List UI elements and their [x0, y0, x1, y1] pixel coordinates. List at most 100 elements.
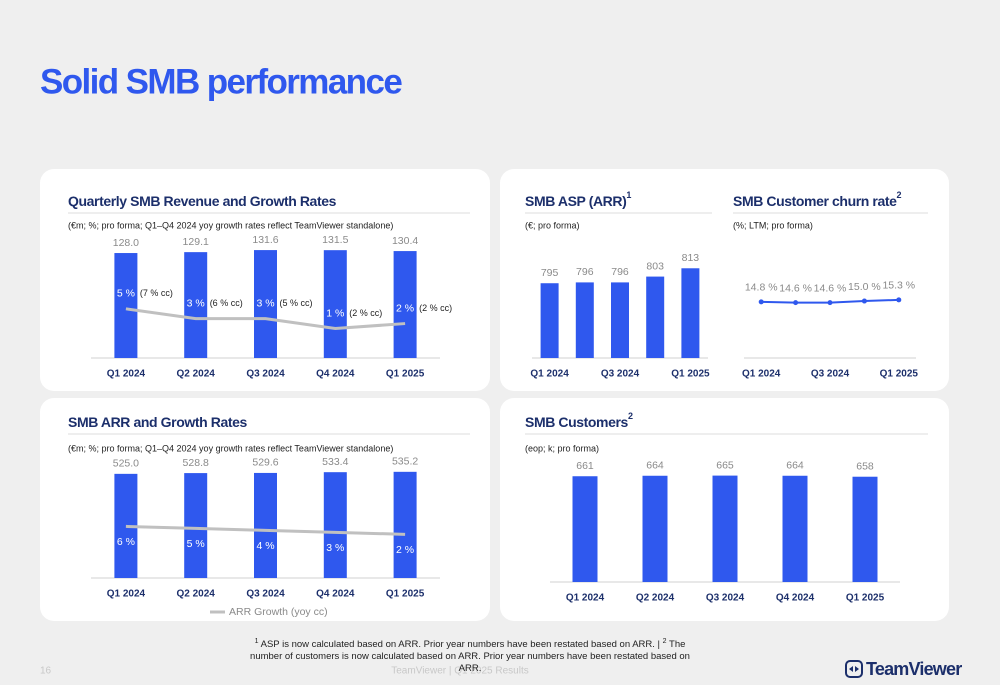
line	[125, 524, 406, 536]
x-tick-label: Q3 2024	[246, 369, 285, 380]
value-label: 525.0	[113, 458, 139, 470]
chart-title-text: SMB Customer churn rate	[733, 193, 897, 209]
value-label: 15.0 %	[848, 281, 881, 293]
value-label: 795	[541, 267, 559, 279]
chart-title: SMB Customer churn rate2	[733, 190, 902, 208]
x-tick-label: Q4 2024	[316, 369, 355, 380]
x-tick-label: Q1 2024	[566, 593, 605, 604]
chart-subtitle: (eop; k; pro forma)	[525, 443, 599, 453]
x-tick-label: Q3 2024	[706, 593, 745, 604]
footnote: ASP is now calculated based on ARR. Prio…	[260, 639, 661, 651]
value-label: 813	[682, 252, 700, 264]
x-tick-label: Q1 2025	[386, 589, 425, 600]
value-label: 661	[576, 460, 594, 472]
value-label: 535.2	[392, 456, 418, 468]
chart-title: SMB Customers2	[525, 411, 633, 429]
growth-label: 2 %	[396, 302, 414, 314]
growth-label: 6 %	[117, 536, 135, 548]
bar	[393, 251, 417, 358]
chart-title: SMB ASP (ARR)1	[525, 190, 631, 208]
value-label: 131.6	[252, 234, 278, 246]
growth-label: 3 %	[187, 297, 205, 309]
footnote: The number of customers is now calculate…	[250, 639, 690, 675]
x-tick-label: Q4 2024	[316, 589, 355, 600]
chart-subtitle: (€; pro forma)	[525, 220, 580, 230]
bar	[254, 250, 277, 358]
bar	[646, 276, 665, 358]
point	[896, 297, 902, 303]
title-note: 2	[628, 411, 633, 421]
bar	[852, 476, 878, 582]
x-tick-label: Q2 2024	[177, 369, 216, 380]
x-tick-label: Q4 2024	[776, 593, 815, 604]
bar	[184, 473, 208, 578]
logo-arrows	[849, 666, 859, 672]
chart-subtitle: (€m; %; pro forma; Q1–Q4 2024 yoy growth…	[68, 220, 393, 230]
growth-label: 5 %	[117, 288, 135, 300]
chart-title: SMB ARR and Growth Rates	[68, 414, 248, 430]
x-tick-label: Q3 2024	[601, 369, 640, 380]
x-tick-label: Q1 2024	[530, 369, 569, 380]
cc-annotation: (2 % cc)	[419, 303, 452, 313]
bar	[611, 282, 629, 358]
logo: TeamViewer	[845, 659, 963, 679]
footnotes: 1 ASP is now calculated based on ARR. Pr…	[250, 636, 690, 675]
x-tick-label: Q3 2024	[811, 369, 850, 380]
x-tick-label: Q1 2024	[107, 589, 146, 600]
bar	[184, 252, 208, 358]
value-label: 796	[611, 266, 629, 278]
bar	[712, 475, 738, 582]
bar	[681, 268, 700, 358]
footer: TeamViewer | Q1 2025 Results	[391, 666, 528, 677]
value-label: 128.0	[113, 237, 139, 249]
title-note: 1	[626, 190, 631, 200]
value-label: 664	[646, 460, 664, 472]
bar	[114, 253, 138, 358]
page-number: 16	[40, 666, 52, 677]
chart-title: Quarterly SMB Revenue and Growth Rates	[68, 193, 337, 209]
chart-subtitle: (%; LTM; pro forma)	[733, 220, 813, 230]
chart-title-text: SMB Customers	[525, 414, 629, 430]
point	[861, 298, 867, 304]
title-note: 2	[897, 190, 902, 200]
growth-label: 5 %	[187, 538, 205, 550]
x-tick-label: Q1 2025	[671, 369, 710, 380]
x-tick-label: Q1 2024	[742, 369, 781, 380]
chart-subtitle: (€m; %; pro forma; Q1–Q4 2024 yoy growth…	[68, 443, 393, 453]
footnote-mark: 2	[662, 638, 667, 645]
value-label: 14.6 %	[779, 282, 812, 294]
value-label: 529.6	[252, 457, 278, 469]
x-tick-label: Q2 2024	[636, 593, 675, 604]
chart-title-text: SMB ARR and Growth Rates	[68, 414, 248, 430]
bar	[393, 471, 417, 578]
line	[125, 307, 406, 330]
bar	[114, 473, 138, 578]
value-label: 14.6 %	[814, 282, 847, 294]
bar	[782, 475, 808, 582]
point	[758, 299, 764, 305]
value-label: 665	[716, 459, 734, 471]
bar	[323, 472, 347, 578]
chart-title-text: SMB ASP (ARR)	[525, 193, 626, 209]
bar	[575, 282, 594, 358]
x-tick-label: Q1 2025	[846, 593, 885, 604]
value-label: 15.3 %	[882, 280, 915, 292]
footnote-mark: 1	[254, 638, 259, 645]
x-tick-label: Q3 2024	[246, 589, 285, 600]
cc-annotation: (6 % cc)	[210, 298, 243, 308]
legend-label: ARR Growth (yoy cc)	[229, 606, 328, 618]
value-label: 130.4	[392, 235, 418, 247]
value-label: 533.4	[322, 456, 348, 468]
bar	[254, 472, 277, 578]
bar	[323, 250, 347, 358]
value-label: 14.8 %	[745, 282, 778, 294]
x-tick-label: Q1 2024	[107, 369, 146, 380]
growth-label: 3 %	[326, 542, 344, 554]
chart-title-text: Quarterly SMB Revenue and Growth Rates	[68, 193, 337, 209]
growth-label: 3 %	[256, 297, 274, 309]
x-tick-label: Q2 2024	[177, 589, 216, 600]
bar	[540, 283, 559, 358]
bar	[642, 475, 668, 582]
